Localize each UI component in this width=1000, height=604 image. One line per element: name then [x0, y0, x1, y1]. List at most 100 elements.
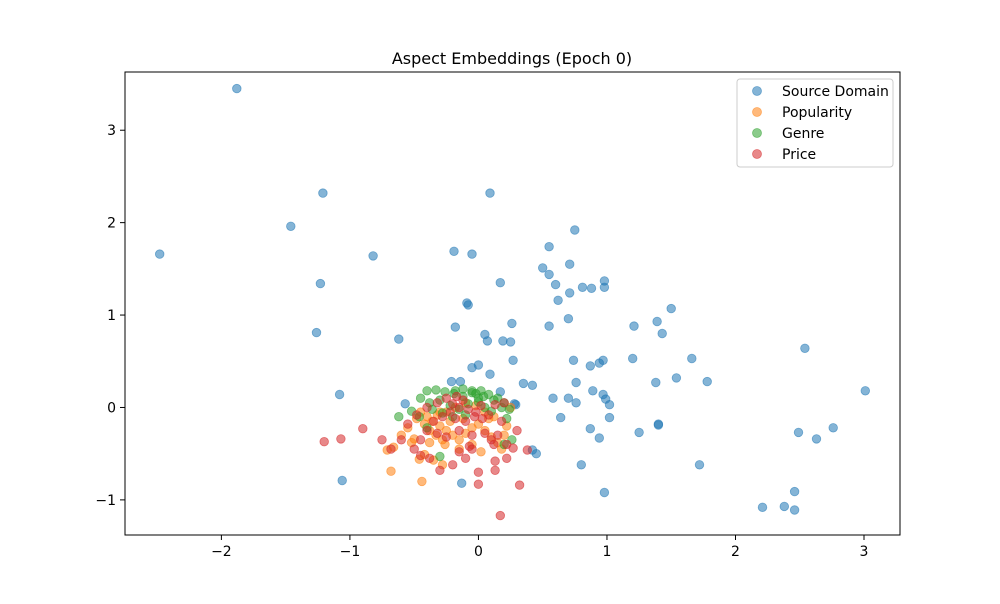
y-tick-label: 2: [107, 216, 116, 232]
data-point: [571, 398, 581, 408]
data-point: [400, 399, 410, 409]
legend: Source Domain Popularity Genre Price: [736, 78, 894, 168]
data-point: [286, 221, 296, 232]
data-points: [154, 83, 871, 521]
x-axis: −2 −1 0 1 2 3: [211, 535, 868, 560]
x-tick-label: 0: [474, 544, 483, 560]
data-point: [449, 246, 459, 257]
data-point: [473, 479, 484, 489]
data-point: [319, 437, 329, 447]
data-point: [504, 404, 515, 415]
data-point: [311, 327, 322, 338]
data-point: [432, 398, 443, 408]
data-point: [315, 278, 326, 289]
data-point: [489, 439, 499, 450]
legend-marker: [752, 128, 762, 138]
data-point: [480, 428, 490, 439]
data-point: [424, 437, 435, 448]
data-point: [435, 451, 445, 462]
legend-item: Price: [752, 147, 816, 163]
data-point: [789, 505, 800, 515]
data-point: [368, 251, 378, 261]
data-point: [588, 386, 598, 396]
legend-item: Popularity: [752, 105, 852, 121]
data-point: [334, 389, 345, 400]
data-point: [789, 486, 800, 497]
data-point: [544, 321, 554, 331]
y-axis: −1 0 1 2 3: [95, 123, 125, 509]
data-point: [702, 376, 712, 387]
data-point: [403, 419, 413, 429]
data-point: [154, 249, 165, 259]
legend-label: Genre: [782, 126, 824, 142]
data-point: [422, 402, 432, 413]
data-point: [629, 321, 639, 331]
data-point: [811, 434, 822, 444]
data-point: [458, 384, 468, 394]
y-tick-label: 0: [107, 400, 116, 416]
data-point: [394, 412, 404, 422]
data-point: [336, 434, 346, 444]
data-point: [445, 407, 455, 417]
data-point: [422, 425, 432, 436]
data-point: [424, 453, 435, 464]
data-point: [694, 460, 705, 470]
data-point: [505, 337, 516, 347]
legend-marker: [752, 149, 762, 159]
data-point: [550, 279, 561, 290]
y-tick-label: −1: [95, 493, 116, 509]
data-point: [657, 328, 667, 339]
data-point: [454, 447, 464, 457]
data-point: [653, 420, 664, 430]
data-point: [687, 353, 697, 364]
data-point: [232, 83, 242, 94]
data-point: [828, 423, 838, 433]
data-point: [604, 400, 615, 410]
data-point: [498, 336, 508, 346]
data-point: [441, 432, 452, 442]
data-point: [757, 502, 768, 513]
data-point: [476, 400, 486, 411]
data-point: [565, 288, 575, 298]
data-point: [467, 249, 477, 259]
data-point: [482, 336, 493, 346]
data-point: [485, 369, 495, 379]
chart-title: Aspect Embeddings (Epoch 0): [392, 49, 632, 68]
data-point: [458, 395, 468, 405]
x-tick-label: 3: [860, 544, 869, 560]
data-point: [377, 435, 387, 445]
data-point: [652, 316, 662, 327]
data-point: [577, 282, 588, 293]
data-point: [473, 360, 484, 370]
data-point: [598, 355, 608, 366]
data-point: [538, 263, 548, 273]
data-point: [502, 453, 512, 464]
data-point: [463, 300, 473, 310]
data-point: [507, 318, 517, 329]
data-point: [460, 416, 471, 427]
data-point: [415, 435, 426, 445]
data-point: [563, 314, 574, 324]
data-point: [412, 410, 422, 420]
plot-frame: [124, 71, 901, 536]
data-point: [671, 373, 682, 383]
data-point: [473, 467, 484, 477]
data-point: [386, 444, 396, 454]
legend-label: Source Domain: [782, 84, 889, 100]
legend-label: Price: [782, 147, 816, 163]
legend-marker: [752, 86, 762, 96]
data-point: [585, 424, 596, 434]
legend-item: Genre: [752, 126, 824, 142]
data-point: [793, 427, 804, 438]
data-point: [495, 510, 506, 521]
data-point: [586, 283, 597, 294]
data-point: [514, 480, 525, 490]
data-point: [493, 430, 503, 440]
data-point: [860, 386, 871, 396]
data-point: [417, 476, 427, 487]
data-point: [779, 501, 790, 512]
data-point: [318, 188, 328, 198]
y-tick-label: 1: [107, 308, 116, 324]
data-point: [337, 475, 347, 486]
x-tick-label: −2: [211, 544, 232, 560]
